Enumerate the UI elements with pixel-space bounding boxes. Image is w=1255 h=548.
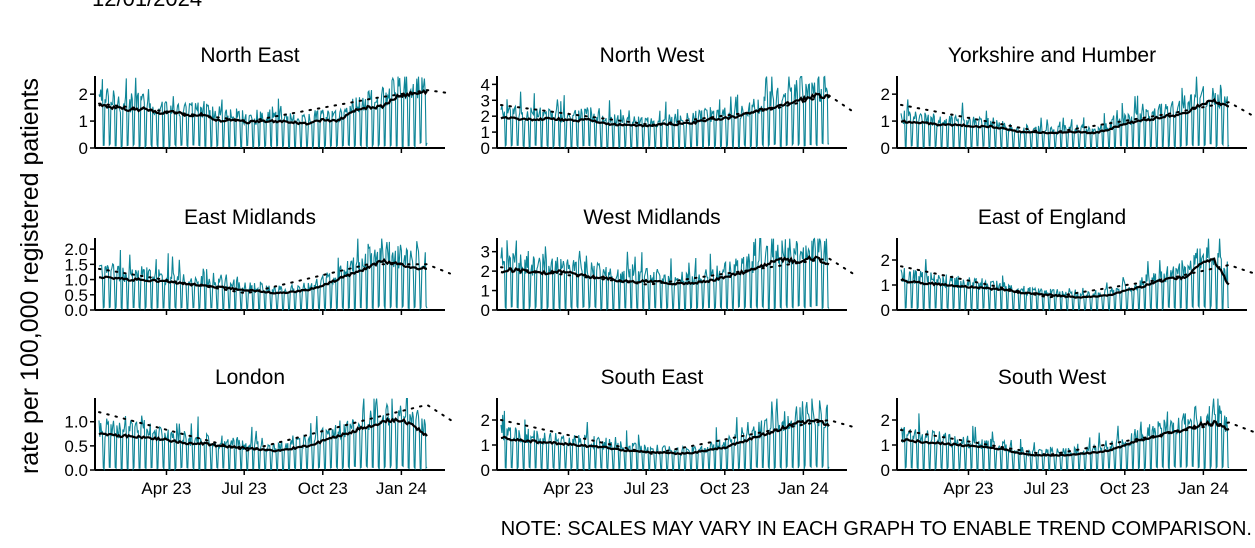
y-tick-label: 2 bbox=[79, 85, 88, 104]
smoothed-series-line bbox=[500, 254, 830, 286]
x-tick-label: Apr 23 bbox=[141, 479, 191, 498]
panel-title: North East bbox=[200, 44, 299, 67]
y-tick-label: 0 bbox=[881, 301, 890, 320]
x-tick-label: Jul 23 bbox=[222, 479, 267, 498]
daily-series-line bbox=[900, 398, 1230, 472]
smoothed-series-line bbox=[98, 416, 428, 453]
daily-series-line bbox=[98, 238, 428, 312]
y-tick-label: 1 bbox=[881, 276, 890, 295]
y-tick-label: 1 bbox=[881, 436, 890, 455]
x-tick-label: Jan 24 bbox=[1178, 479, 1229, 498]
y-tick-label: 1 bbox=[481, 123, 490, 142]
y-tick-label: 2 bbox=[881, 85, 890, 104]
y-tick-label: 2 bbox=[481, 107, 490, 126]
daily-series-line bbox=[98, 398, 428, 472]
smoothed-series-line bbox=[98, 258, 428, 295]
scale-note: NOTE: SCALES MAY VARY IN EACH GRAPH TO E… bbox=[501, 518, 1252, 540]
daily-series-line bbox=[500, 398, 830, 472]
trend-line bbox=[500, 257, 857, 286]
trend-line bbox=[98, 263, 451, 295]
y-tick-label: 2 bbox=[881, 411, 890, 430]
y-tick-label: 0 bbox=[881, 461, 890, 480]
daily-series-line bbox=[500, 75, 830, 150]
y-tick-label: 1 bbox=[481, 282, 490, 301]
y-tick-label: 2 bbox=[481, 262, 490, 281]
daily-series-line bbox=[500, 237, 830, 312]
y-tick-label: 4 bbox=[481, 75, 490, 94]
x-tick-label: Apr 23 bbox=[943, 479, 993, 498]
y-tick-label: 1 bbox=[881, 112, 890, 131]
daily-series-line bbox=[900, 76, 1230, 150]
panel-title: North West bbox=[600, 44, 705, 67]
smoothed-series-line bbox=[901, 419, 1230, 457]
trend-line bbox=[500, 94, 857, 126]
x-tick-label: Apr 23 bbox=[543, 479, 593, 498]
x-tick-label: Jan 24 bbox=[376, 479, 427, 498]
smoothed-series-line bbox=[900, 257, 1230, 299]
smoothed-series-line bbox=[98, 89, 428, 126]
panel: South West 0 1 2 Apr 23 Jul 23 Oct 23 Jan 24 bbox=[881, 366, 1255, 498]
y-tick-label: 0.5 bbox=[64, 437, 88, 456]
y-tick-label: 1 bbox=[79, 112, 88, 131]
y-tick-label: 2 bbox=[481, 411, 490, 430]
trend-line bbox=[900, 421, 1255, 457]
x-tick-label: Oct 23 bbox=[700, 479, 750, 498]
smoothed-series-line bbox=[500, 92, 830, 128]
smoothed-series-line bbox=[500, 418, 830, 456]
x-tick-label: Jul 23 bbox=[1024, 479, 1069, 498]
y-tick-label: 3 bbox=[481, 243, 490, 262]
y-tick-label: 0 bbox=[79, 139, 88, 158]
y-tick-label: 0 bbox=[481, 461, 490, 480]
panel: East of England 0 1 2 bbox=[881, 206, 1255, 320]
panel: London 0.0 0.5 1.0 Apr 23 Jul 23 Oct 23 Jan 24 bbox=[64, 366, 455, 498]
y-tick-label: 2.0 bbox=[64, 240, 88, 259]
y-axis-title: rate per 100,000 registered patients bbox=[16, 78, 44, 474]
y-tick-label: 0.0 bbox=[64, 301, 88, 320]
panel-title: South West bbox=[998, 366, 1106, 389]
daily-series-line bbox=[900, 238, 1230, 312]
y-tick-label: 0.5 bbox=[64, 286, 88, 305]
y-tick-label: 1.0 bbox=[64, 413, 88, 432]
y-tick-label: 0.0 bbox=[64, 461, 88, 480]
x-tick-label: Oct 23 bbox=[298, 479, 348, 498]
date-label: 12/01/2024 bbox=[92, 0, 202, 11]
x-tick-label: Oct 23 bbox=[1100, 479, 1150, 498]
y-tick-label: 0 bbox=[881, 139, 890, 158]
panel-title: Yorkshire and Humber bbox=[948, 44, 1156, 67]
panel-title: London bbox=[215, 366, 285, 389]
y-tick-label: 0 bbox=[481, 301, 490, 320]
y-tick-label: 0 bbox=[481, 139, 490, 158]
panel: East Midlands 0.00.51.01.52.0 bbox=[64, 206, 451, 320]
trend-line bbox=[98, 89, 448, 123]
y-tick-label: 1.0 bbox=[64, 271, 88, 290]
smoothed-series-line bbox=[900, 97, 1230, 135]
trend-line bbox=[98, 403, 455, 452]
x-tick-label: Jul 23 bbox=[624, 479, 669, 498]
panel: North East 0 1 2 bbox=[79, 44, 448, 158]
panel-title: East of England bbox=[978, 206, 1126, 229]
y-tick-label: 3 bbox=[481, 91, 490, 110]
y-tick-label: 2 bbox=[881, 251, 890, 270]
x-tick-label: Jan 24 bbox=[778, 479, 829, 498]
daily-series-line bbox=[98, 76, 428, 150]
y-tick-label: 1 bbox=[481, 436, 490, 455]
y-tick-label: 1.5 bbox=[64, 255, 88, 274]
trend-line bbox=[500, 418, 857, 455]
panel-title: South East bbox=[601, 366, 704, 389]
panel: Yorkshire and Humber 0 1 2 bbox=[881, 44, 1255, 158]
panel-title: West Midlands bbox=[583, 206, 720, 229]
panel-title: East Midlands bbox=[184, 206, 316, 229]
panel: South East 0 1 2 Apr 23 Jul 23 Oct 23 Jan 24 bbox=[481, 366, 857, 498]
